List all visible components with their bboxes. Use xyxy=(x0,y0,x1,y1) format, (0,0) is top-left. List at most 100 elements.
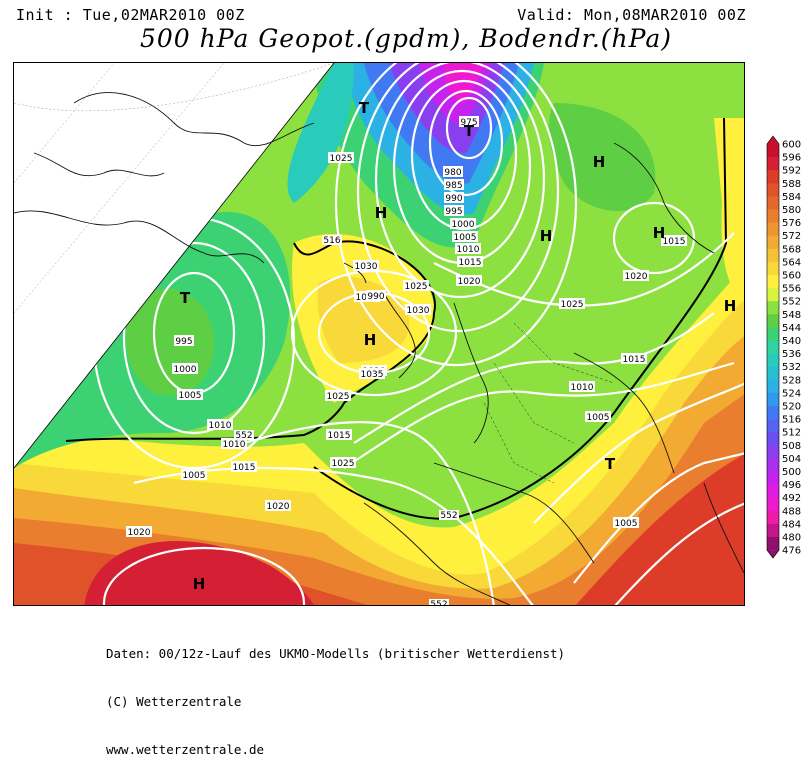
isobar-label: 1015 xyxy=(328,431,351,441)
scale-label: 520 xyxy=(782,402,801,413)
isobar-label-bg xyxy=(177,389,203,400)
isobar-label: 1025 xyxy=(330,154,353,164)
isobar-label: 985 xyxy=(445,181,462,191)
isobar-label: 1025 xyxy=(405,282,428,292)
scale-label: 540 xyxy=(782,336,801,347)
scale-swatch xyxy=(767,392,779,407)
scale-label: 576 xyxy=(782,218,801,229)
scale-swatch xyxy=(767,366,779,381)
pressure-center-high: H xyxy=(653,224,666,242)
scale-swatch xyxy=(767,261,779,276)
geopot-label: 552 xyxy=(235,431,252,441)
isobar-label-bg xyxy=(325,390,351,401)
scale-label: 548 xyxy=(782,310,801,321)
isobar-label: 1015 xyxy=(623,355,646,365)
scale-swatch xyxy=(767,419,779,433)
pressure-center-low: T xyxy=(464,122,475,140)
isobar-label-bg xyxy=(621,353,647,364)
color-scale: 600 596 592 588 584 580 576 572 568 564 560 556 552 5… xyxy=(763,134,811,564)
scale-label: 600 xyxy=(782,140,801,151)
scale-swatch xyxy=(767,406,779,420)
scale-label: 484 xyxy=(782,519,801,530)
scale-label: 544 xyxy=(782,323,801,334)
scale-top-tip xyxy=(767,136,779,144)
isobar-label: 995 xyxy=(175,337,192,347)
geopot-label-bg xyxy=(322,235,342,245)
footer-copyright: (C) Wetterzentrale xyxy=(106,694,242,709)
isobar-label: 1025 xyxy=(332,459,355,469)
scale-label: 528 xyxy=(782,375,801,386)
isobar-label-bg xyxy=(172,363,198,374)
isobar-label-bg xyxy=(456,275,482,286)
valid-time: Valid: Mon,08MAR2010 00Z xyxy=(517,6,746,24)
scale-swatch xyxy=(767,537,779,551)
isobar-label-bg xyxy=(559,298,585,309)
isobar-label-bg xyxy=(450,218,476,229)
isobar-label: 1025 xyxy=(561,300,584,310)
isobar-label: 1010 xyxy=(457,245,480,255)
isobar-label-bg xyxy=(459,116,479,127)
scale-swatch xyxy=(767,235,779,250)
scale-swatch xyxy=(767,432,779,446)
footer: Daten: 00/12z-Lauf des UKMO-Modells (bri… xyxy=(106,614,565,774)
scale-swatch xyxy=(767,353,779,367)
scale-swatch xyxy=(767,288,779,302)
scale-label: 536 xyxy=(782,349,801,360)
scale-swatch xyxy=(767,523,779,538)
geopot-label-bg xyxy=(439,510,459,520)
isobar-label: 1005 xyxy=(615,519,638,529)
scale-bottom-tip xyxy=(767,550,779,559)
weather-map: 975 980 985 990 995 1000 1005 1010 1015 1020 1025 1… xyxy=(13,62,745,606)
scale-label: 584 xyxy=(782,192,801,203)
scale-label: 532 xyxy=(782,362,801,373)
init-time: Init : Tue,02MAR2010 00Z xyxy=(16,6,245,24)
isobar-label-bg xyxy=(444,205,464,216)
isobar-label-bg xyxy=(330,457,356,468)
scale-swatch xyxy=(767,170,779,184)
scale-frame xyxy=(766,135,780,559)
scale-label: 592 xyxy=(782,166,801,177)
scale-label: 492 xyxy=(782,493,801,504)
pressure-center-high: H xyxy=(724,297,737,315)
isobar-label: 990 xyxy=(367,292,384,302)
isobar-label-bg xyxy=(353,260,379,271)
scale-label: 596 xyxy=(782,153,801,164)
pressure-center-high: H xyxy=(540,227,553,245)
scale-label: 564 xyxy=(782,257,801,268)
isobar-label: 1010 xyxy=(209,421,232,431)
scale-label: 488 xyxy=(782,506,801,517)
pressure-center-low: T xyxy=(605,455,616,473)
isobar-label: 1005 xyxy=(587,413,610,423)
scale-swatch xyxy=(767,157,779,171)
isobar-label-bg xyxy=(207,419,233,430)
scale-swatch xyxy=(767,458,779,472)
isobar-label-bg xyxy=(623,270,649,281)
scale-label: 524 xyxy=(782,388,801,399)
isobar-label: 1015 xyxy=(663,237,686,247)
scale-label: 512 xyxy=(782,428,801,439)
pressure-center-high: H xyxy=(364,331,377,349)
isobar-label: 990 xyxy=(445,194,462,204)
scale-label: 560 xyxy=(782,271,801,282)
isobar-label: 1015 xyxy=(233,463,256,473)
isobar-label-bg xyxy=(457,256,483,267)
isobar-label: 1035 xyxy=(361,370,384,380)
footer-url: www.wetterzentrale.de xyxy=(106,742,265,757)
isobar-label: 1010 xyxy=(223,440,246,450)
scale-label: 516 xyxy=(782,415,801,426)
scale-swatch xyxy=(767,471,779,485)
scale-swatch xyxy=(767,379,779,394)
scale-label: 504 xyxy=(782,454,801,465)
scale-label: 556 xyxy=(782,284,801,295)
scale-label: 580 xyxy=(782,205,801,216)
isobar-label-bg xyxy=(366,290,386,301)
isobar-label-bg xyxy=(443,166,463,177)
isobar-label-bg xyxy=(405,304,431,315)
isobar-label-bg xyxy=(181,469,207,480)
scale-swatch xyxy=(767,445,779,459)
isobar-label: 1005 xyxy=(454,233,477,243)
isobar-label-bg xyxy=(403,280,429,291)
isobar-label: 1030 xyxy=(355,262,378,272)
scale-swatch xyxy=(767,222,779,236)
pressure-center-high: H xyxy=(375,204,388,222)
